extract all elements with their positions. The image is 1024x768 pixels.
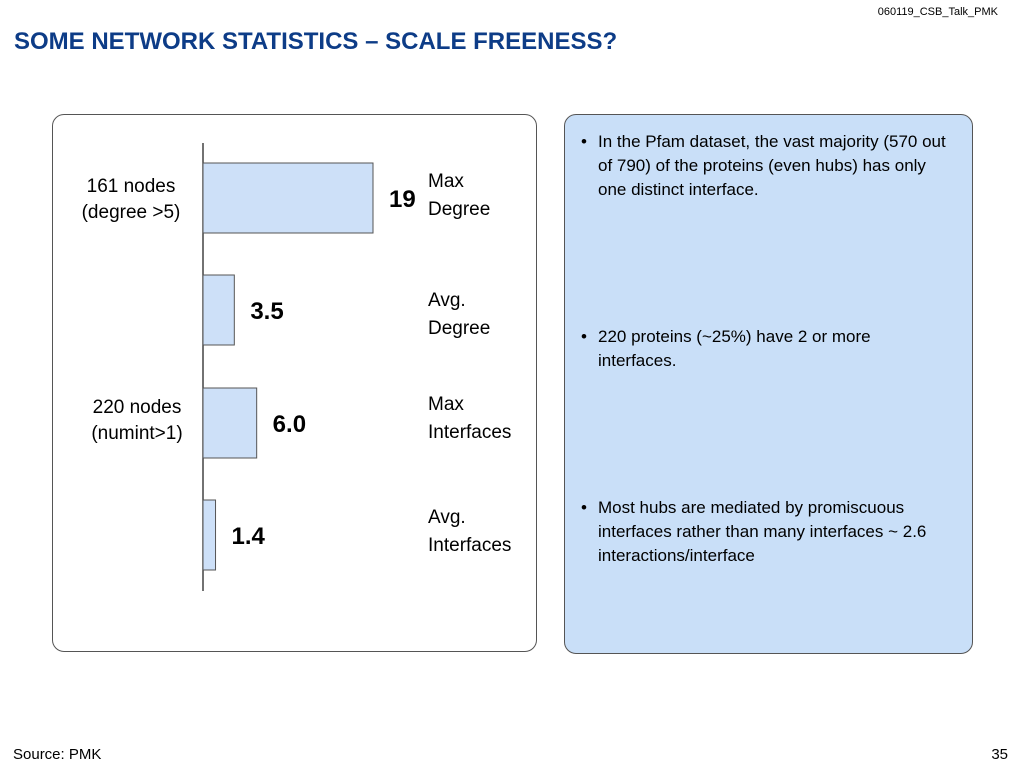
group-label-line: (degree >5): [81, 202, 181, 223]
metric-label-line: Avg.: [428, 507, 466, 528]
metric-label-line: Interfaces: [428, 422, 512, 443]
data-label: 19: [389, 186, 416, 213]
chart-panel: 19 3.5 6.0 1.4 161 nodes (degree >5) 220 no…: [52, 114, 537, 652]
notes-panel: In the Pfam dataset, the vast majority (…: [564, 114, 973, 654]
metric-label-line: Interfaces: [428, 535, 512, 556]
bar-max-degree: [202, 162, 374, 234]
bullet-pfam-majority: In the Pfam dataset, the vast majority (…: [581, 130, 946, 202]
metric-label-avg-degree: Avg. Degree: [428, 287, 490, 343]
bullet-multi-interface: 220 proteins (~25%) have 2 or more inter…: [581, 325, 946, 373]
metric-label-line: Avg.: [428, 290, 466, 311]
group-label-line: 161 nodes: [86, 176, 176, 197]
group-label-line: (numint>1): [91, 423, 183, 444]
metric-label-max-degree: Max Degree: [428, 168, 490, 224]
data-label: 6.0: [273, 411, 306, 438]
metric-label-max-interfaces: Max Interfaces: [428, 391, 511, 447]
metric-label-line: Max: [428, 171, 464, 192]
page-number: 35: [991, 746, 1008, 763]
group-label-interfaces: 220 nodes (numint>1): [75, 395, 199, 447]
bullet-promiscuous-hubs: Most hubs are mediated by promiscuous in…: [581, 496, 946, 568]
bar-avg-degree: [202, 274, 235, 346]
data-label: 3.5: [250, 298, 283, 325]
bar-max-interfaces: [202, 387, 258, 459]
metric-label-line: Degree: [428, 199, 491, 220]
file-id-label: 060119_CSB_Talk_PMK: [877, 6, 998, 18]
slide-title: SOME NETWORK STATISTICS – SCALE FREENESS…: [14, 28, 618, 55]
metric-label-line: Degree: [428, 318, 491, 339]
group-label-degree: 161 nodes (degree >5): [69, 174, 193, 226]
bar-chart: 19 3.5 6.0 1.4: [202, 143, 416, 591]
bar-avg-interfaces: [202, 499, 217, 571]
metric-label-line: Max: [428, 394, 464, 415]
source-note: Source: PMK: [13, 746, 102, 763]
group-label-line: 220 nodes: [92, 397, 182, 418]
data-label: 1.4: [232, 523, 266, 550]
metric-label-avg-interfaces: Avg. Interfaces: [428, 504, 511, 560]
